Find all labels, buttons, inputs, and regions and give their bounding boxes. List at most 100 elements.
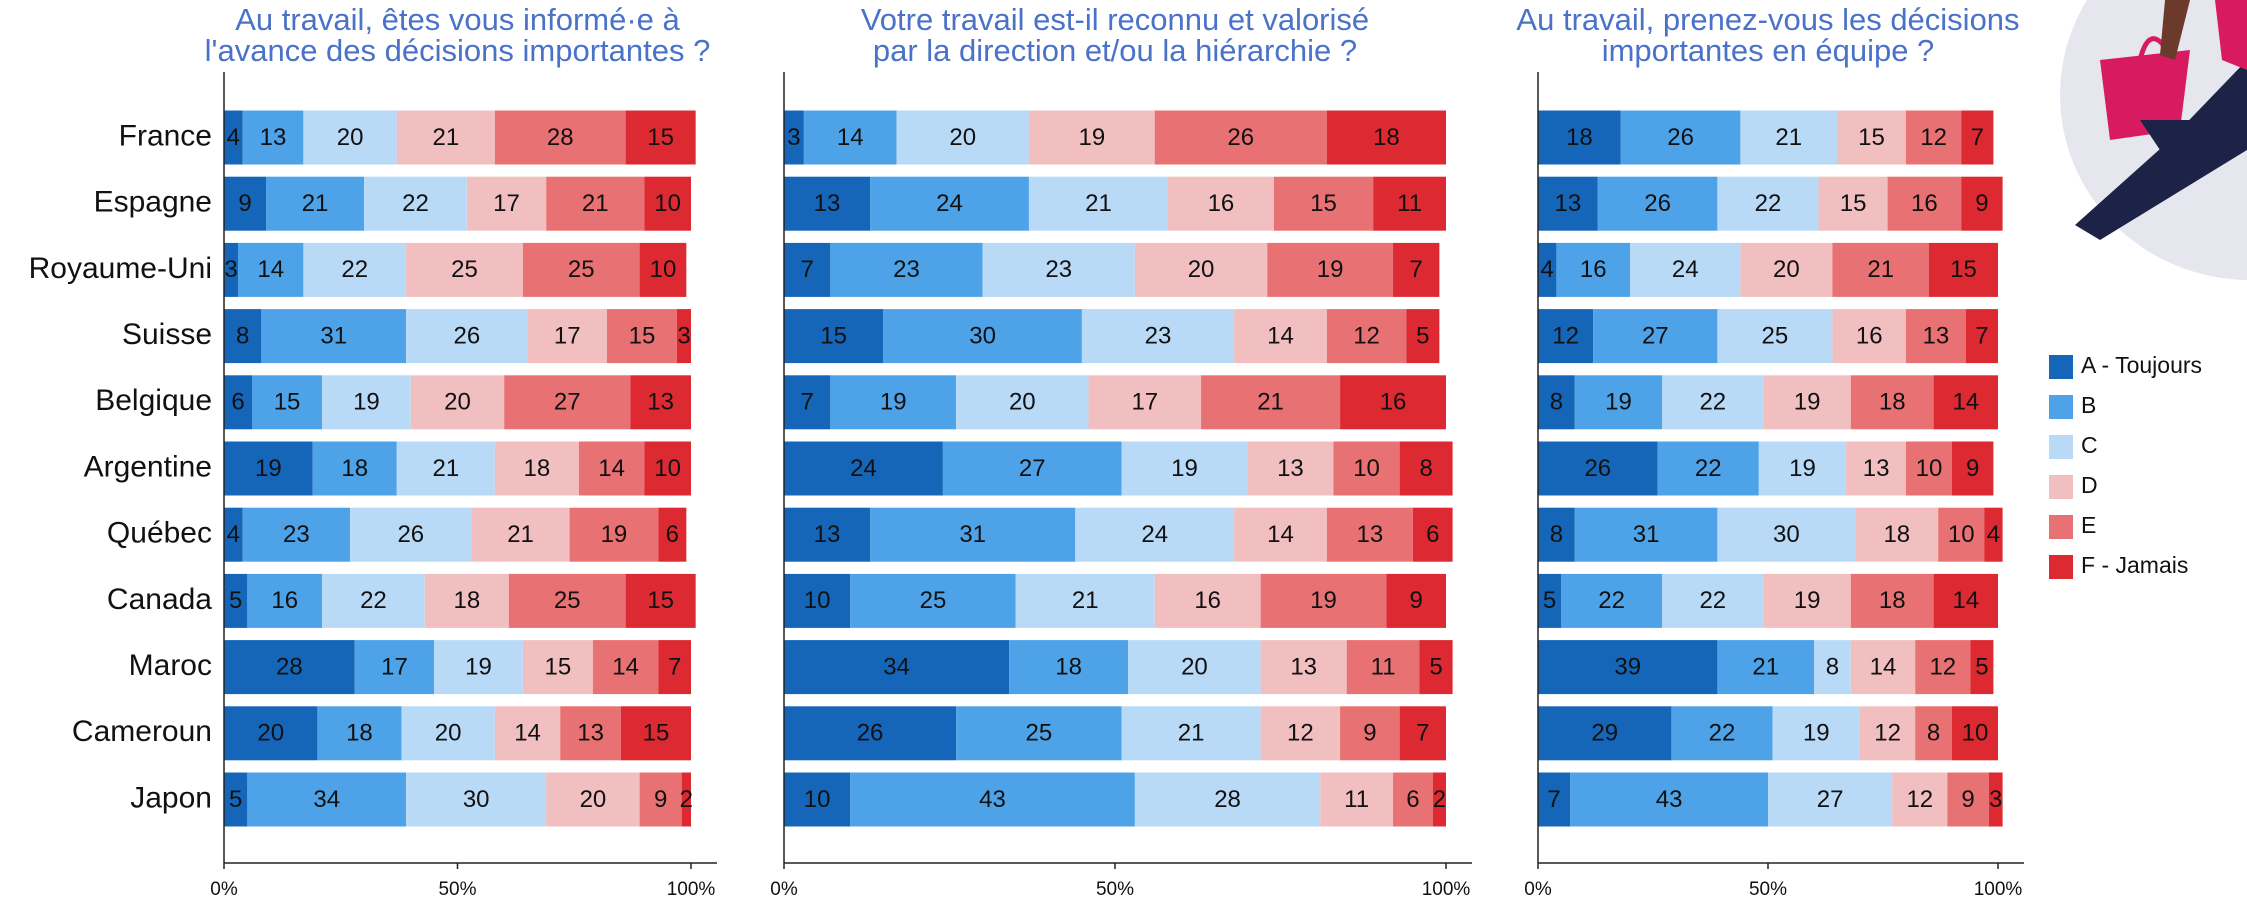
value-label: 27 (1642, 322, 1669, 349)
value-label: 12 (1920, 124, 1947, 151)
chart: Au travail, êtes vous informé·e àl'avanc… (0, 0, 2247, 900)
value-label: 20 (1181, 653, 1208, 680)
value-label: 10 (804, 786, 831, 813)
value-label: 25 (1026, 720, 1053, 747)
x-tick-label: 50% (1749, 879, 1787, 900)
value-label: 18 (346, 720, 373, 747)
value-label: 4 (227, 124, 240, 151)
value-label: 6 (1426, 521, 1439, 548)
value-label: 19 (880, 389, 907, 416)
value-label: 22 (1598, 587, 1625, 614)
value-label: 15 (274, 389, 301, 416)
value-label: 29 (1591, 720, 1618, 747)
value-label: 10 (650, 256, 677, 283)
value-label: 24 (936, 190, 963, 217)
value-label: 12 (1552, 322, 1579, 349)
value-label: 10 (654, 455, 681, 482)
y-tick-label: Québec (107, 517, 212, 550)
value-label: 16 (1208, 190, 1235, 217)
value-label: 43 (1656, 786, 1683, 813)
value-label: 13 (1863, 455, 1890, 482)
value-label: 22 (1699, 587, 1726, 614)
y-tick-label: Suisse (122, 318, 212, 351)
legend-swatch (2049, 555, 2073, 579)
value-label: 5 (1416, 322, 1429, 349)
value-label: 19 (1310, 587, 1337, 614)
value-label: 13 (647, 389, 674, 416)
legend-swatch (2049, 355, 2073, 379)
value-label: 9 (1961, 786, 1974, 813)
value-label: 34 (313, 786, 340, 813)
value-label: 7 (1975, 322, 1988, 349)
value-label: 3 (677, 322, 690, 349)
legend-label: E (2081, 512, 2096, 538)
value-label: 25 (1762, 322, 1789, 349)
value-label: 39 (1614, 653, 1641, 680)
value-label: 17 (554, 322, 581, 349)
value-label: 7 (1410, 256, 1423, 283)
value-label: 14 (612, 653, 639, 680)
y-tick-label: Argentine (84, 450, 212, 483)
value-label: 21 (1752, 653, 1779, 680)
value-label: 7 (1971, 124, 1984, 151)
value-label: 10 (654, 190, 681, 217)
value-label: 27 (554, 389, 581, 416)
value-label: 25 (451, 256, 478, 283)
value-label: 20 (435, 720, 462, 747)
value-label: 15 (1858, 124, 1885, 151)
decoration (2060, 0, 2247, 280)
value-label: 7 (800, 389, 813, 416)
value-label: 18 (1883, 521, 1910, 548)
value-label: 5 (229, 587, 242, 614)
value-label: 24 (1672, 256, 1699, 283)
value-label: 13 (1923, 322, 1950, 349)
value-label: 10 (1948, 521, 1975, 548)
value-label: 14 (257, 256, 284, 283)
value-label: 10 (1962, 720, 1989, 747)
legend-swatch (2049, 475, 2073, 499)
value-label: 9 (1363, 720, 1376, 747)
value-label: 9 (1966, 455, 1979, 482)
value-label: 4 (1987, 521, 2000, 548)
value-label: 11 (1344, 786, 1369, 813)
value-label: 12 (1353, 322, 1380, 349)
value-label: 21 (507, 521, 534, 548)
value-label: 22 (402, 190, 429, 217)
value-label: 17 (493, 190, 520, 217)
value-label: 7 (668, 653, 681, 680)
value-label: 20 (337, 124, 364, 151)
value-label: 9 (1410, 587, 1423, 614)
value-label: 19 (1789, 455, 1816, 482)
value-label: 2 (680, 786, 693, 813)
value-label: 6 (1406, 786, 1419, 813)
value-label: 18 (1055, 653, 1082, 680)
value-label: 22 (1709, 720, 1736, 747)
chart-title: Votre travail est-il reconnu et valorisé (861, 2, 1369, 37)
legend-swatch (2049, 435, 2073, 459)
value-label: 6 (666, 521, 679, 548)
value-label: 16 (271, 587, 298, 614)
value-label: 23 (283, 521, 310, 548)
value-label: 26 (1667, 124, 1694, 151)
value-label: 19 (1317, 256, 1344, 283)
legend-swatch (2049, 395, 2073, 419)
value-label: 21 (582, 190, 609, 217)
value-label: 19 (353, 389, 380, 416)
value-label: 11 (1397, 190, 1422, 217)
value-label: 18 (1373, 124, 1400, 151)
x-tick-label: 50% (438, 879, 476, 900)
value-label: 21 (302, 190, 329, 217)
value-label: 8 (1419, 455, 1432, 482)
value-label: 20 (1188, 256, 1215, 283)
legend-label: B (2081, 392, 2096, 418)
value-label: 26 (453, 322, 480, 349)
value-label: 2 (1433, 786, 1446, 813)
y-tick-label: Royaume-Uni (29, 252, 212, 285)
x-tick-label: 0% (1524, 879, 1552, 900)
value-label: 31 (320, 322, 347, 349)
value-label: 20 (1009, 389, 1036, 416)
value-label: 19 (601, 521, 628, 548)
value-label: 18 (524, 455, 551, 482)
value-label: 14 (1267, 322, 1294, 349)
value-label: 19 (1794, 587, 1821, 614)
